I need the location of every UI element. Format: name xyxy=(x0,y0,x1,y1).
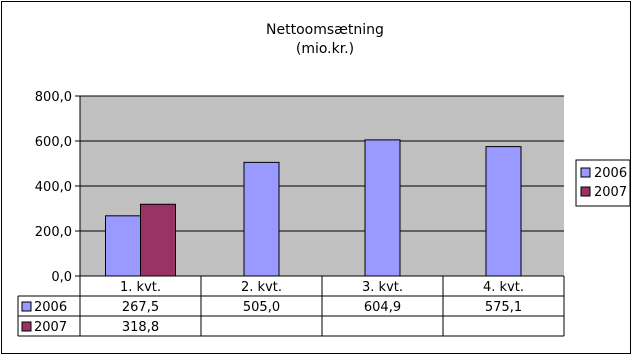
bar-2006-1 xyxy=(105,215,141,277)
y-tick-label: 0,0 xyxy=(51,270,72,285)
x-tick-label: 2. kvt. xyxy=(241,280,282,295)
chart-title: Nettoomsætning xyxy=(266,22,384,38)
legend-label: 2006 xyxy=(594,166,627,181)
y-tick-label: 200,0 xyxy=(35,225,72,240)
table-series-name: 2007 xyxy=(34,320,67,335)
table-legend-key xyxy=(21,321,32,332)
table-legend-key xyxy=(21,301,32,312)
legend-label: 2007 xyxy=(594,185,627,200)
bar-2006-3 xyxy=(364,139,401,277)
data-value: 318,8 xyxy=(122,320,159,335)
bar-2006-2 xyxy=(243,161,280,277)
bar-2007-1 xyxy=(140,203,176,277)
legend-key xyxy=(580,186,591,197)
data-value: 505,0 xyxy=(243,300,280,315)
y-tick-label: 800,0 xyxy=(35,90,72,105)
data-value: 604,9 xyxy=(364,300,401,315)
table-series-name: 2006 xyxy=(34,300,67,315)
bar-2006-4 xyxy=(485,146,522,277)
x-tick-label: 1. kvt. xyxy=(120,280,161,295)
data-value: 267,5 xyxy=(122,300,159,315)
x-tick-label: 3. kvt. xyxy=(362,280,403,295)
x-tick-label: 4. kvt. xyxy=(483,280,524,295)
chart-subtitle: (mio.kr.) xyxy=(296,41,354,57)
y-tick-label: 600,0 xyxy=(35,135,72,150)
data-value: 575,1 xyxy=(485,300,522,315)
y-tick-label: 400,0 xyxy=(35,180,72,195)
legend-key xyxy=(580,167,591,178)
